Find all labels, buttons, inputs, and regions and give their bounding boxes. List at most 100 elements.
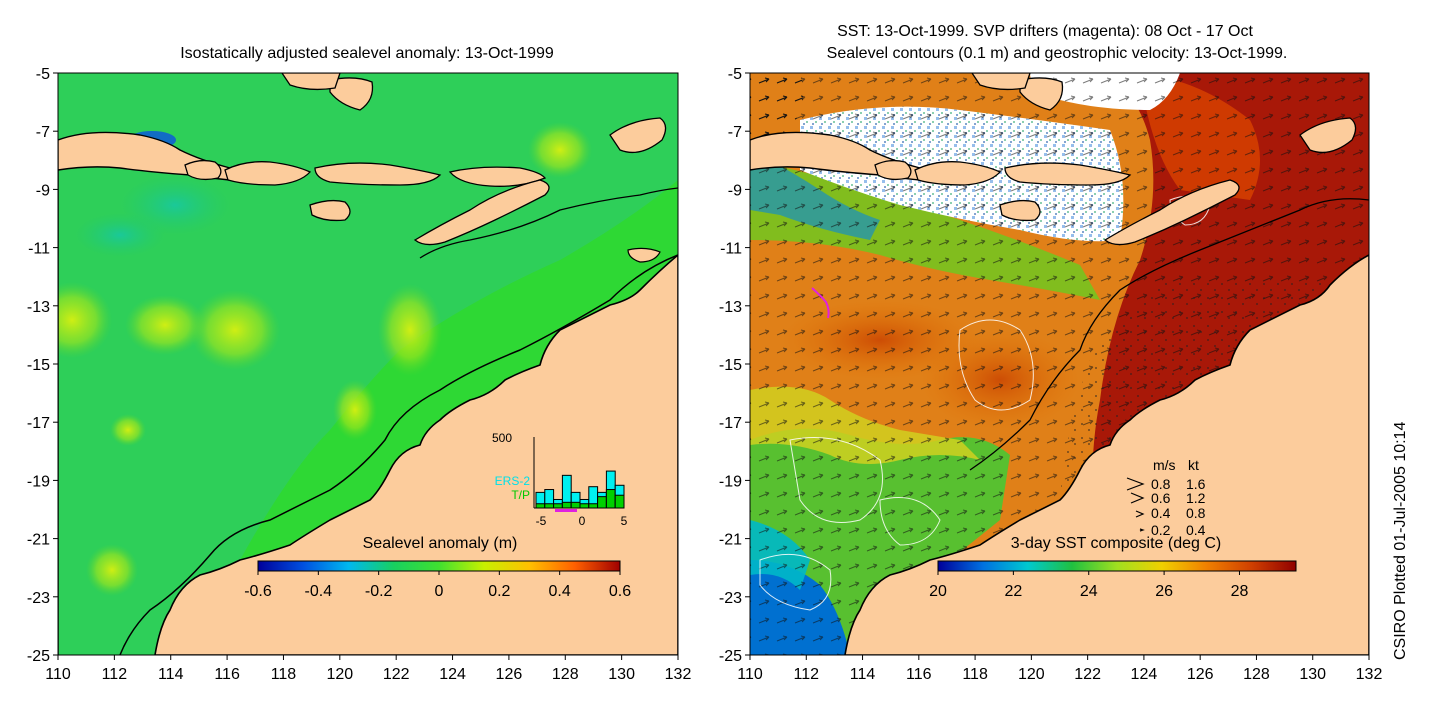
high-anomaly-feature xyxy=(528,122,592,178)
x-tick-label: 110 xyxy=(45,666,71,683)
flores-island xyxy=(314,162,442,186)
x-tick-label: 128 xyxy=(1243,666,1270,683)
velocity-key: m/s kt 0.8 1.6 0.6 1.2 0.4 0.8 0.2 0.4 xyxy=(1126,457,1206,538)
colorbar-tick-label: 24 xyxy=(1080,583,1098,600)
tp-bar xyxy=(544,503,555,509)
sealevel-colorbar-ticks: -0.6 -0.4 -0.2 0 0.2 0.4 0.6 xyxy=(244,571,631,600)
colorbar-tick-label: 26 xyxy=(1155,583,1173,600)
colorbar-tick-label: -0.6 xyxy=(244,583,272,600)
wetar-island xyxy=(609,117,667,154)
y-tick-label: -5 xyxy=(36,66,50,83)
sealevel-y-axis: -5 -7 -9 -11 -13 -15 -17 -19 -21 -23 -25 xyxy=(27,66,58,665)
x-tick-label: 120 xyxy=(326,666,353,683)
x-tick-label: 124 xyxy=(439,666,466,683)
sst-y-axis: -5 -7 -9 -11 -13 -15 -17 -19 -21 -23 -25 xyxy=(719,66,750,665)
colorbar-tick-label: 0.4 xyxy=(549,583,571,600)
x-tick-label: 132 xyxy=(1356,666,1383,683)
x-tick-label: 112 xyxy=(794,666,820,683)
timor-island xyxy=(413,179,550,246)
x-tick-label: 118 xyxy=(271,666,297,683)
sst-x-axis: 110 112 114 116 118 120 122 124 126 128 130 132 xyxy=(737,655,1382,683)
x-tick-label: 126 xyxy=(1187,666,1214,683)
sealevel-x-axis: 110 112 114 116 118 120 122 124 126 128 130 132 xyxy=(45,655,691,683)
y-tick-label: -5 xyxy=(728,66,742,83)
velocity-key-ms-value: 0.8 xyxy=(1151,476,1171,492)
plot-credit: CSIRO Plotted 01-Jul-2005 10:14 xyxy=(1392,421,1409,660)
sst-map-title-line1: SST: 13-Oct-1999. SVP drifters (magenta)… xyxy=(837,23,1253,40)
x-tick-label: 120 xyxy=(1018,666,1045,683)
australia-landmass xyxy=(844,254,1369,655)
x-tick-label: 118 xyxy=(962,666,988,683)
lombok-sumbawa-island xyxy=(914,161,1002,186)
sulawesi-fragment xyxy=(1019,77,1064,111)
high-anomaly-feature xyxy=(58,282,112,358)
sst-colorbar: 3-day SST composite (deg C) 20 22 24 26 28 xyxy=(929,535,1297,600)
bali-island xyxy=(874,159,912,181)
sealevel-colorbar-scale xyxy=(257,560,621,572)
x-tick-label: 126 xyxy=(496,666,523,683)
y-tick-label: -15 xyxy=(27,357,50,374)
timor-island xyxy=(1103,179,1240,246)
sealevel-contour xyxy=(958,319,1034,411)
x-tick-label: 116 xyxy=(906,666,932,683)
y-tick-label: -23 xyxy=(27,590,50,607)
borneo-fragment xyxy=(971,73,1031,91)
tp-bar xyxy=(579,503,590,509)
track-count-inset: 500 ERS-2 T/P -5 0 5 xyxy=(492,431,628,528)
tp-legend: T/P xyxy=(511,488,530,502)
sst-map-title-line2: Sealevel contours (0.1 m) and geostrophi… xyxy=(827,45,1288,62)
inset-bars xyxy=(535,470,625,509)
ers2-legend: ERS-2 xyxy=(495,474,531,488)
shelf-break-contour xyxy=(419,187,678,259)
sealevel-contour xyxy=(879,497,941,546)
x-tick-label: 128 xyxy=(552,666,579,683)
inset-ymax-label: 500 xyxy=(492,431,512,445)
y-tick-label: -17 xyxy=(719,415,742,432)
svp-drifter-track xyxy=(811,287,830,319)
tp-bar xyxy=(535,503,546,509)
low-anomaly-feature xyxy=(75,213,165,257)
flores-island xyxy=(1004,162,1132,186)
velocity-key-kt-value: 0.4 xyxy=(1186,522,1206,538)
colorbar-tick-label: 0.2 xyxy=(488,583,510,600)
velocity-key-kt-value: 1.6 xyxy=(1186,476,1206,492)
x-tick-label: 112 xyxy=(102,666,128,683)
inset-x-tick: 0 xyxy=(579,514,586,528)
small-island xyxy=(627,247,661,263)
velocity-key-arrow xyxy=(1139,528,1145,532)
sst-map-panel: SST: 13-Oct-1999. SVP drifters (magenta)… xyxy=(719,23,1383,683)
y-tick-label: -17 xyxy=(27,415,50,432)
y-tick-label: -11 xyxy=(28,241,50,258)
velocity-key-kt-value: 1.2 xyxy=(1186,490,1206,506)
australia-landmass xyxy=(154,253,678,655)
velocity-key-header-ms: m/s xyxy=(1153,457,1176,473)
high-anomaly-feature xyxy=(86,544,138,596)
tp-bar xyxy=(570,501,581,509)
x-tick-label: 132 xyxy=(665,666,692,683)
velocity-key-arrow xyxy=(1130,492,1145,504)
tp-bar xyxy=(597,496,607,509)
tp-bar xyxy=(605,489,616,509)
sulawesi-fragment xyxy=(329,77,374,111)
bali-island xyxy=(184,159,222,181)
y-tick-label: -23 xyxy=(719,590,742,607)
colorbar-tick-label: 22 xyxy=(1004,583,1022,600)
x-tick-label: 124 xyxy=(1131,666,1158,683)
sealevel-contour xyxy=(759,553,832,611)
y-tick-label: -19 xyxy=(719,473,742,490)
y-tick-label: -11 xyxy=(720,241,742,258)
alor-island xyxy=(448,166,547,187)
y-tick-label: -25 xyxy=(27,648,50,665)
sst-map-plot xyxy=(750,73,1369,655)
velocity-key-ms-value: 0.2 xyxy=(1151,522,1171,538)
colorbar-tick-label: -0.2 xyxy=(365,583,393,600)
x-tick-label: 114 xyxy=(158,666,184,683)
x-tick-label: 116 xyxy=(214,666,240,683)
y-tick-label: -9 xyxy=(36,182,50,199)
y-tick-label: -7 xyxy=(728,124,742,141)
borneo-fragment xyxy=(281,73,341,91)
high-anomaly-feature xyxy=(378,284,442,376)
y-tick-label: -25 xyxy=(719,648,742,665)
sumba-island xyxy=(999,199,1041,222)
